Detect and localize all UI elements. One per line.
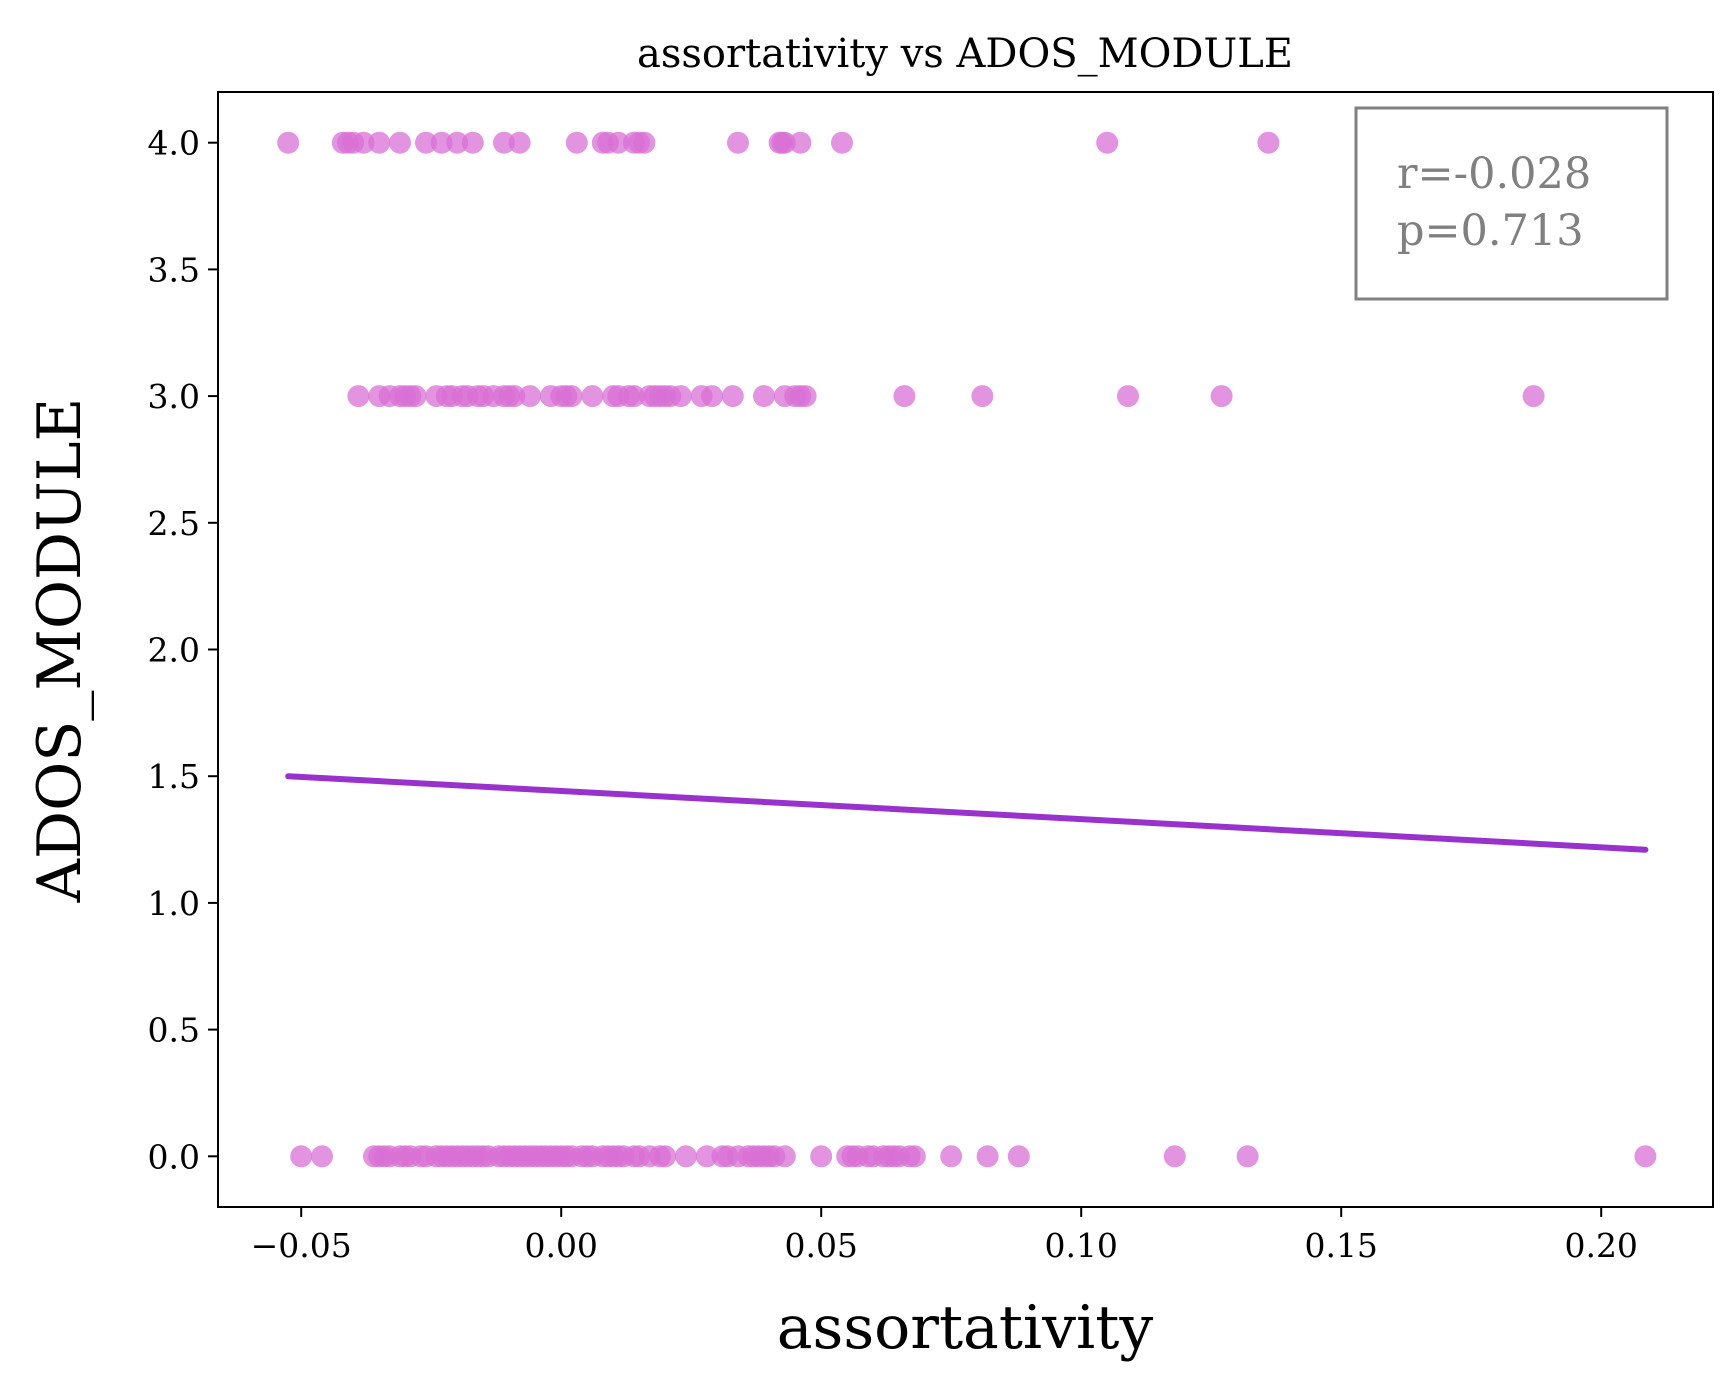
data-point xyxy=(503,385,526,408)
data-point xyxy=(560,385,583,408)
data-point xyxy=(461,131,484,154)
data-point xyxy=(623,385,645,408)
data-point xyxy=(940,1145,963,1168)
x-axis-label: assortativity xyxy=(777,1293,1154,1363)
data-point xyxy=(831,131,853,154)
data-point xyxy=(1096,131,1119,154)
data-point xyxy=(976,1145,999,1168)
data-point xyxy=(1007,1145,1030,1168)
data-point xyxy=(773,131,796,154)
data-point xyxy=(290,1145,313,1168)
data-point xyxy=(446,131,469,154)
x-tick-label: 0.15 xyxy=(1304,1226,1377,1265)
data-point xyxy=(794,385,817,408)
regression-line xyxy=(285,773,1649,853)
points-layer xyxy=(277,131,1657,1168)
data-point xyxy=(789,131,812,154)
stats-box: r=-0.028 p=0.713 xyxy=(1354,106,1669,301)
data-point xyxy=(675,1145,697,1168)
data-point xyxy=(389,131,411,154)
data-point xyxy=(753,385,775,408)
data-point xyxy=(519,385,541,408)
data-point xyxy=(565,131,588,154)
x-tick-label: 0.05 xyxy=(784,1226,857,1265)
data-point xyxy=(607,131,630,154)
x-tick-label: 0.00 xyxy=(524,1226,597,1265)
data-point xyxy=(701,385,723,408)
data-point xyxy=(1163,1145,1186,1168)
data-point xyxy=(493,131,515,154)
y-tick-label: 3.5 xyxy=(148,250,200,289)
data-point xyxy=(277,131,300,154)
data-point xyxy=(1522,385,1545,408)
data-point xyxy=(903,1145,926,1168)
chart-title: assortativity vs ADOS_MODULE xyxy=(637,31,1293,77)
data-point xyxy=(727,131,749,154)
data-point xyxy=(654,1145,677,1168)
y-tick-label: 1.5 xyxy=(148,757,200,796)
data-point xyxy=(352,131,375,154)
y-axis: 0.0 0.5 1.0 1.5 2.0 2.5 3.0 3.5 4.0 xyxy=(148,124,218,1176)
data-point xyxy=(1236,1145,1259,1168)
y-tick-label: 0.0 xyxy=(148,1137,200,1176)
data-point xyxy=(633,131,656,154)
y-tick-label: 4.0 xyxy=(148,124,200,163)
y-tick-label: 2.5 xyxy=(148,504,200,543)
y-tick-label: 2.0 xyxy=(148,631,200,670)
x-tick-label: 0.20 xyxy=(1564,1226,1637,1265)
stats-box-frame xyxy=(1354,106,1669,301)
x-tick-label: −0.05 xyxy=(251,1226,352,1265)
data-point xyxy=(368,131,391,154)
data-point xyxy=(1634,1145,1657,1168)
data-point xyxy=(773,1145,796,1168)
data-point xyxy=(721,385,744,408)
stats-r-value: r=-0.028 xyxy=(1397,149,1591,199)
data-point xyxy=(404,385,427,408)
data-point xyxy=(695,1145,718,1168)
data-point xyxy=(581,385,604,408)
data-point xyxy=(810,1145,833,1168)
stats-p-value: p=0.713 xyxy=(1397,206,1584,256)
data-point xyxy=(971,385,994,408)
data-point xyxy=(415,131,437,154)
x-axis: −0.05 0.00 0.05 0.10 0.15 0.20 xyxy=(251,1207,1638,1265)
data-point xyxy=(1210,385,1233,408)
data-point xyxy=(430,131,453,154)
data-point xyxy=(669,385,692,408)
y-tick-label: 3.0 xyxy=(148,377,200,416)
data-point xyxy=(508,131,531,154)
data-point xyxy=(347,385,370,408)
data-point xyxy=(893,385,916,408)
y-axis-label: ADOS_MODULE xyxy=(25,398,95,904)
y-tick-label: 0.5 xyxy=(148,1011,200,1050)
data-point xyxy=(311,1145,333,1168)
data-point xyxy=(1257,131,1280,154)
y-tick-label: 1.0 xyxy=(148,884,200,923)
data-point xyxy=(1117,385,1139,408)
x-tick-label: 0.10 xyxy=(1044,1226,1117,1265)
